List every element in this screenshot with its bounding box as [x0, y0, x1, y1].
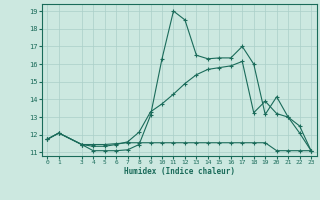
X-axis label: Humidex (Indice chaleur): Humidex (Indice chaleur): [124, 167, 235, 176]
